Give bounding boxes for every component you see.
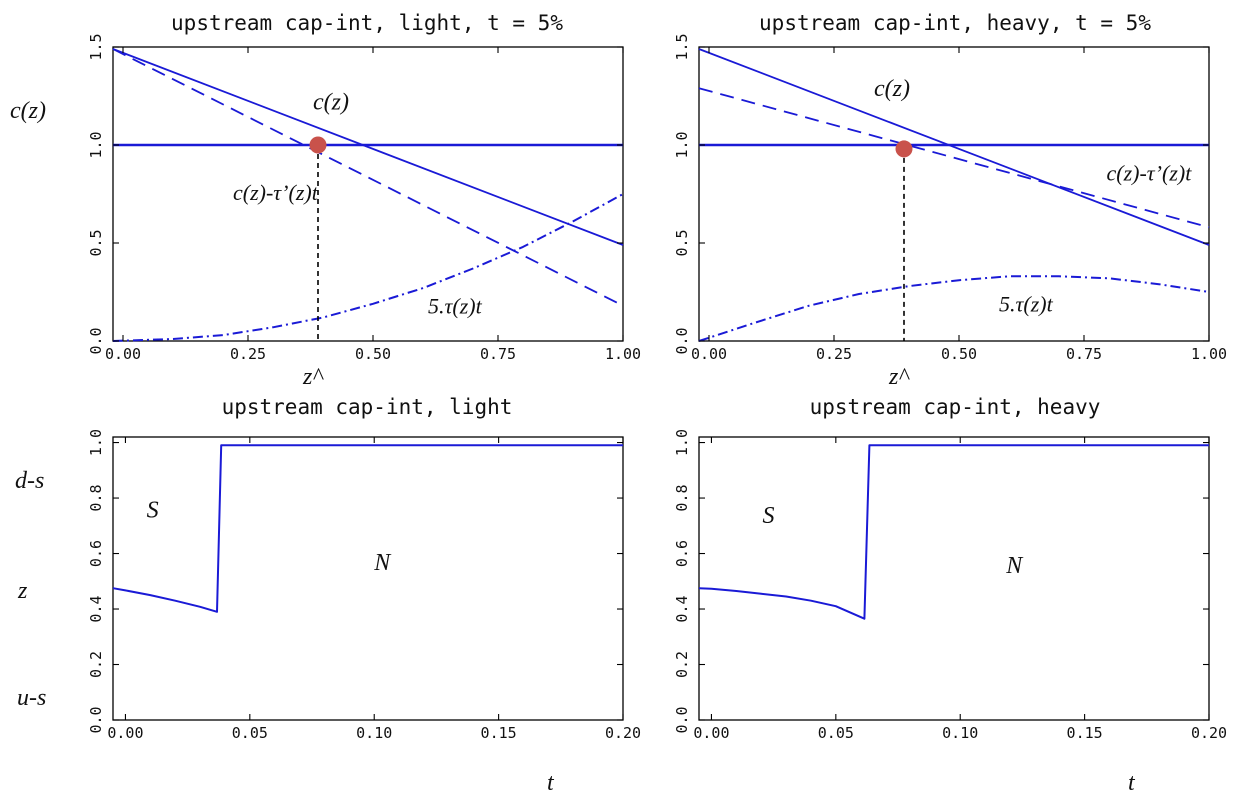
y-tick-label: 1.0 — [87, 429, 105, 456]
y-tick-label: 0.6 — [87, 540, 105, 567]
y-tick-label: 1.0 — [673, 131, 691, 158]
x-tick-label: 0.50 — [941, 345, 977, 363]
plot-frame — [698, 436, 1210, 721]
axis-ticks: 0.00 0.05 0.10 0.15 0.20 0.0 0.2 0.4 0.6 0.8 1.0 — [673, 429, 1227, 742]
y-tick-label: 0.2 — [87, 651, 105, 678]
x-tick-label: 0.00 — [693, 724, 729, 742]
plot-marks: c(z) c(z)-τ’(z)t 5.τ(z)t z^ — [698, 48, 1210, 390]
x-label-t-right: t — [1128, 770, 1136, 796]
y-tick-label: 0.4 — [87, 595, 105, 622]
x-tick-label: 0.15 — [1067, 724, 1103, 742]
series-line-4 — [698, 275, 1210, 342]
side-label-us: u-s — [17, 685, 46, 711]
annotation-label: c(z) — [874, 76, 910, 102]
series-line-2 — [112, 48, 624, 246]
y-tick-label: 0.8 — [673, 484, 691, 511]
series-line-2 — [698, 48, 1210, 246]
annotation-label: 5.τ(z)t — [999, 292, 1054, 317]
plot-frame — [112, 436, 624, 721]
x-tick-label: 0.00 — [105, 345, 141, 363]
x-tick-label: 0.10 — [942, 724, 978, 742]
y-tick-label: 1.5 — [87, 33, 105, 60]
plot-marks: c(z) c(z)-τ’(z)t 5.τ(z)t z^ — [112, 48, 624, 390]
x-tick-label: 0.15 — [481, 724, 517, 742]
threshold-marker — [895, 140, 913, 158]
series-line-3 — [698, 87, 1210, 229]
x-tick-label: 0.75 — [480, 345, 516, 363]
x-tick-label: 0.50 — [355, 345, 391, 363]
plot-marks: SN — [112, 444, 623, 613]
x-tick-label: 0.75 — [1066, 345, 1102, 363]
x-tick-label: 1.00 — [605, 345, 641, 363]
side-label-ds: d-s — [15, 468, 44, 494]
axis-ticks: 0.00 0.05 0.10 0.15 0.20 0.0 0.2 0.4 0.6 0.8 1.0 — [87, 429, 641, 742]
threshold-marker — [309, 136, 327, 154]
y-tick-label: 0.2 — [673, 651, 691, 678]
y-tick-label: 0.0 — [673, 327, 691, 354]
axis-ticks: 0.00 0.25 0.50 0.75 1.00 0.0 0.5 1.0 1.5 — [673, 33, 1227, 363]
chart-upstream-light: upstream cap-int, light SN 0.00 0.05 0.10 0… — [87, 395, 641, 742]
y-tick-label: 0.6 — [673, 540, 691, 567]
chart-upstream-heavy: upstream cap-int, heavy SN 0.00 0.05 0.10 0… — [673, 395, 1227, 742]
annotation-label: S — [762, 503, 774, 529]
series-line-1 — [698, 444, 1209, 620]
series-line-4 — [112, 193, 624, 342]
annotation-label: z^ — [888, 364, 910, 390]
y-tick-label: 0.0 — [87, 706, 105, 733]
y-tick-label: 0.5 — [87, 229, 105, 256]
annotation-label: c(z)-τ’(z)t — [233, 180, 319, 205]
side-label-cz: c(z) — [10, 98, 46, 124]
y-tick-label: 1.0 — [673, 429, 691, 456]
chart-upstream-heavy-t5: upstream cap-int, heavy, t = 5% c(z)c(z)… — [673, 11, 1227, 390]
x-tick-label: 0.25 — [230, 345, 266, 363]
side-label-z: z — [17, 578, 28, 604]
y-tick-label: 0.8 — [87, 484, 105, 511]
series-line-3 — [112, 48, 624, 307]
x-tick-label: 0.00 — [107, 724, 143, 742]
x-tick-label: 0.05 — [232, 724, 268, 742]
plot-frame — [112, 46, 624, 342]
x-label-t-left: t — [547, 770, 555, 796]
annotation-label: N — [1005, 553, 1024, 579]
plot-marks: SN — [698, 444, 1209, 620]
x-tick-label: 0.10 — [356, 724, 392, 742]
chart-title: upstream cap-int, light — [222, 395, 513, 419]
x-tick-label: 0.20 — [1191, 724, 1227, 742]
chart-title: upstream cap-int, light, t = 5% — [171, 11, 563, 35]
annotation-label: z^ — [302, 364, 324, 390]
y-tick-label: 1.0 — [87, 131, 105, 158]
chart-title: upstream cap-int, heavy — [810, 395, 1101, 419]
series-line-1 — [112, 444, 623, 613]
annotation-label: c(z)-τ’(z)t — [1107, 160, 1193, 185]
axis-ticks: 0.00 0.25 0.50 0.75 1.00 0.0 0.5 1.0 1.5 — [87, 33, 641, 363]
y-tick-label: 0.0 — [87, 327, 105, 354]
y-tick-label: 0.4 — [673, 595, 691, 622]
x-tick-label: 0.25 — [816, 345, 852, 363]
x-tick-label: 0.20 — [605, 724, 641, 742]
annotation-label: N — [373, 550, 392, 576]
chart-upstream-light-t5: upstream cap-int, light, t = 5% c(z)c(z)… — [87, 11, 641, 390]
chart-title: upstream cap-int, heavy, t = 5% — [759, 11, 1151, 35]
y-tick-label: 1.5 — [673, 33, 691, 60]
plot-frame — [698, 46, 1210, 342]
y-tick-label: 0.5 — [673, 229, 691, 256]
x-tick-label: 1.00 — [1191, 345, 1227, 363]
x-tick-label: 0.05 — [818, 724, 854, 742]
annotation-label: c(z) — [313, 90, 349, 116]
y-tick-label: 0.0 — [673, 706, 691, 733]
annotation-label: 5.τ(z)t — [428, 294, 483, 319]
x-tick-label: 0.00 — [691, 345, 727, 363]
annotation-label: S — [147, 497, 159, 523]
